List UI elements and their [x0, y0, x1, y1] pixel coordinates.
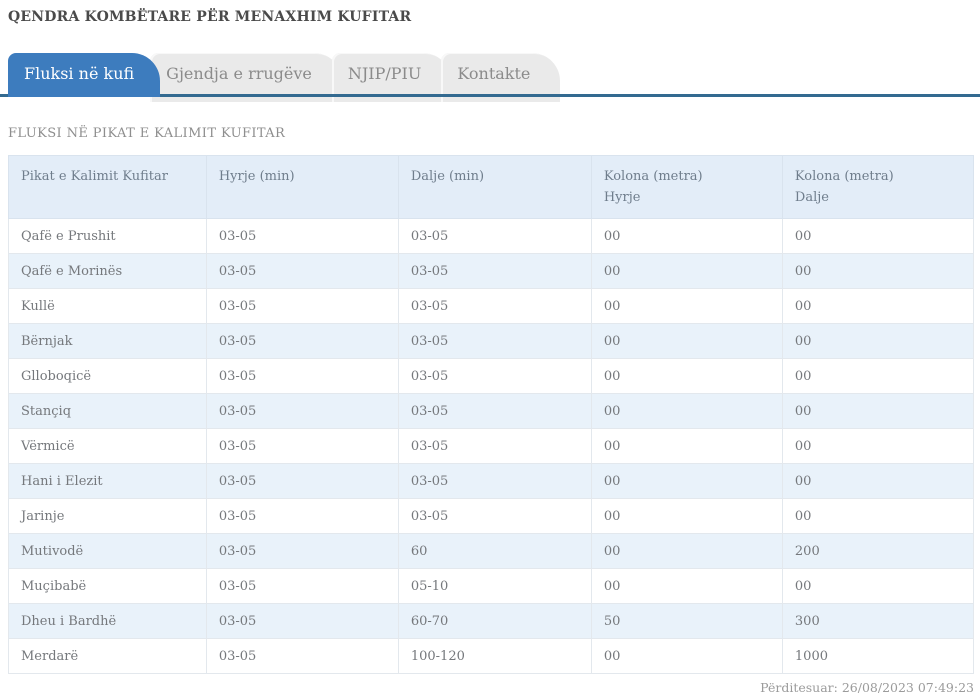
table-row: Qafë e Morinës 03-05 03-05 00 00	[8, 253, 975, 289]
tab-fluksi-ne-kufi[interactable]: Fluksi në kufi	[8, 53, 161, 97]
cell-value: 03-05	[397, 288, 592, 324]
cell-value: 200	[781, 533, 975, 569]
table-header-row: Pikat e Kalimit Kufitar Hyrje (min) Dalje …	[8, 155, 975, 219]
cell-value: 00	[590, 253, 783, 289]
cell-value: 00	[781, 288, 975, 324]
crossing-point-name: Bërnjak	[8, 323, 207, 359]
crossing-point-name: Hani i Elezit	[8, 463, 207, 499]
table-body: Qafë e Prushit 03-05 03-05 00 00 Qafë e Morin…	[8, 218, 975, 674]
crossing-point-name: Glloboqicë	[8, 358, 207, 394]
cell-value: 03-05	[205, 498, 399, 534]
cell-value: 60-70	[397, 603, 592, 639]
cell-value: 00	[781, 218, 975, 254]
crossing-point-name: Qafë e Prushit	[8, 218, 207, 254]
cell-value: 00	[590, 393, 783, 429]
crossing-point-name: Jarinje	[8, 498, 207, 534]
cell-value: 00	[590, 358, 783, 394]
cell-value: 03-05	[205, 323, 399, 359]
table-row: Dheu i Bardhë 03-05 60-70 50 300	[8, 603, 975, 639]
cell-value: 03-05	[205, 638, 399, 674]
cell-value: 03-05	[205, 253, 399, 289]
crossing-point-name: Stançiq	[8, 393, 207, 429]
cell-value: 60	[397, 533, 592, 569]
table-row: Merdarë 03-05 100-120 00 1000	[8, 638, 975, 674]
cell-value: 03-05	[205, 288, 399, 324]
cell-value: 00	[781, 463, 975, 499]
cell-value: 100-120	[397, 638, 592, 674]
cell-value: 00	[590, 498, 783, 534]
column-header: Kolona (metra) Hyrje	[590, 155, 783, 219]
cell-value: 50	[590, 603, 783, 639]
tab-bar: Fluksi në kufi Gjendja e rrugëve NJIP/PIU K…	[0, 53, 980, 102]
cell-value: 00	[590, 428, 783, 464]
crossing-point-name: Kullë	[8, 288, 207, 324]
cell-value: 03-05	[397, 323, 592, 359]
cell-value: 03-05	[205, 533, 399, 569]
cell-value: 00	[590, 638, 783, 674]
cell-value: 03-05	[205, 358, 399, 394]
cell-value: 03-05	[205, 428, 399, 464]
section-title: FLUKSI NË PIKAT E KALIMIT KUFITAR	[8, 126, 286, 141]
cell-value: 00	[590, 288, 783, 324]
page-title: QENDRA KOMBËTARE PËR MENAXHIM KUFITAR	[8, 9, 412, 25]
table-row: Kullë 03-05 03-05 00 00	[8, 288, 975, 324]
cell-value: 03-05	[205, 603, 399, 639]
cell-value: 03-05	[397, 498, 592, 534]
cell-value: 03-05	[205, 218, 399, 254]
cell-value: 300	[781, 603, 975, 639]
column-header: Pikat e Kalimit Kufitar	[8, 155, 207, 219]
cell-value: 03-05	[397, 463, 592, 499]
cell-value: 00	[781, 428, 975, 464]
table-row: Bërnjak 03-05 03-05 00 00	[8, 323, 975, 359]
tab-njip-piu[interactable]: NJIP/PIU	[331, 53, 452, 102]
cell-value: 03-05	[397, 428, 592, 464]
crossing-point-name: Merdarë	[8, 638, 207, 674]
cell-value: 00	[590, 533, 783, 569]
column-header: Hyrje (min)	[205, 155, 399, 219]
crossing-point-name: Mutivodë	[8, 533, 207, 569]
cell-value: 00	[590, 463, 783, 499]
cell-value: 00	[590, 568, 783, 604]
cell-value: 00	[781, 393, 975, 429]
table-row: Stançiq 03-05 03-05 00 00	[8, 393, 975, 429]
cell-value: 03-05	[397, 358, 592, 394]
cell-value: 00	[590, 323, 783, 359]
crossing-point-name: Muçibabë	[8, 568, 207, 604]
cell-value: 03-05	[205, 463, 399, 499]
tab-gjendja-e-rrugeve[interactable]: Gjendja e rrugëve	[150, 53, 342, 102]
cell-value: 00	[781, 568, 975, 604]
crossing-point-name: Vërmicë	[8, 428, 207, 464]
cell-value: 03-05	[205, 568, 399, 604]
table-row: Mutivodë 03-05 60 00 200	[8, 533, 975, 569]
cell-value: 1000	[781, 638, 975, 674]
tab-kontakte[interactable]: Kontakte	[441, 53, 561, 102]
cell-value: 00	[781, 358, 975, 394]
column-header: Kolona (metra) Dalje	[781, 155, 975, 219]
table-row: Glloboqicë 03-05 03-05 00 00	[8, 358, 975, 394]
cell-value: 03-05	[397, 218, 592, 254]
table-head: Pikat e Kalimit Kufitar Hyrje (min) Dalje …	[8, 155, 975, 219]
tabs-underline	[0, 94, 980, 97]
table-row: Muçibabë 03-05 05-10 00 00	[8, 568, 975, 604]
column-header: Dalje (min)	[397, 155, 592, 219]
cell-value: 00	[781, 323, 975, 359]
crossing-point-name: Qafë e Morinës	[8, 253, 207, 289]
crossing-point-name: Dheu i Bardhë	[8, 603, 207, 639]
cell-value: 03-05	[205, 393, 399, 429]
cell-value: 03-05	[397, 393, 592, 429]
border-crossings-table: Pikat e Kalimit Kufitar Hyrje (min) Dalje …	[8, 155, 975, 674]
table-row: Hani i Elezit 03-05 03-05 00 00	[8, 463, 975, 499]
cell-value: 05-10	[397, 568, 592, 604]
table-row: Qafë e Prushit 03-05 03-05 00 00	[8, 218, 975, 254]
table-row: Vërmicë 03-05 03-05 00 00	[8, 428, 975, 464]
cell-value: 03-05	[397, 253, 592, 289]
cell-value: 00	[590, 218, 783, 254]
table-row: Jarinje 03-05 03-05 00 00	[8, 498, 975, 534]
cell-value: 00	[781, 498, 975, 534]
cell-value: 00	[781, 253, 975, 289]
